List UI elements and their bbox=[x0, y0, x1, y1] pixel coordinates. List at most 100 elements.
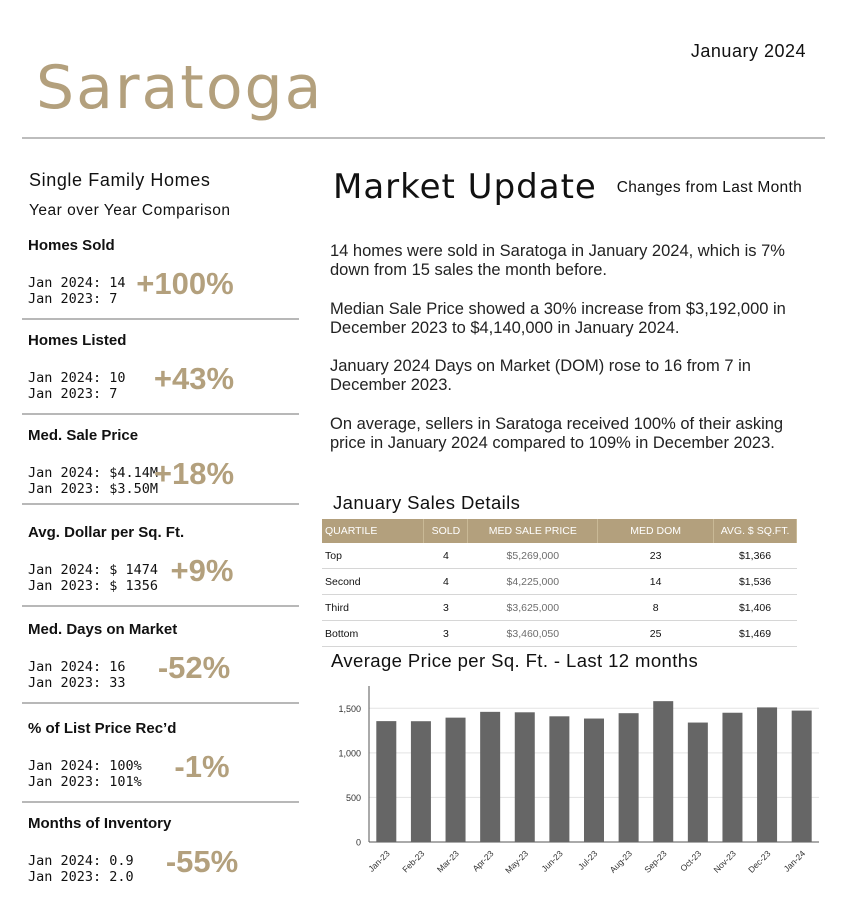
bar bbox=[653, 701, 674, 842]
stat-change-percent: +18% bbox=[153, 456, 235, 491]
table-row: Bottom 3 $3,460,050 25 $1,469 bbox=[322, 620, 797, 647]
stat-change-percent: -1% bbox=[174, 749, 230, 784]
bar bbox=[584, 718, 604, 842]
table-cell: 4 bbox=[423, 543, 468, 569]
stat-title: Med. Days on Market bbox=[28, 621, 178, 638]
y-tick-label: 1,000 bbox=[338, 748, 361, 758]
table-cell: $5,269,000 bbox=[467, 543, 598, 569]
bar bbox=[618, 713, 639, 842]
table-cell: $1,536 bbox=[713, 568, 797, 595]
report-date: January 2024 bbox=[690, 41, 806, 61]
table-cell: 8 bbox=[597, 594, 714, 621]
x-tick-label: Oct-23 bbox=[678, 848, 703, 873]
paragraph-median-price: Median Sale Price showed a 30% increase … bbox=[330, 300, 786, 337]
stat-change-percent: -52% bbox=[157, 650, 231, 685]
sales-details-title: January Sales Details bbox=[333, 492, 521, 513]
table-header-cell: SOLD bbox=[423, 519, 469, 543]
stat-title: % of List Price Rec’d bbox=[28, 720, 177, 737]
stat-title: Homes Sold bbox=[28, 237, 115, 254]
bar bbox=[722, 712, 743, 842]
x-tick-label: Jan-24 bbox=[782, 848, 808, 874]
chart-title: Average Price per Sq. Ft. - Last 12 mont… bbox=[331, 650, 699, 671]
table-cell: 23 bbox=[597, 543, 714, 569]
stat-title: Med. Sale Price bbox=[28, 427, 139, 444]
bar bbox=[445, 717, 466, 842]
x-tick-label: Jan-23 bbox=[366, 848, 392, 874]
table-header-cell: QUARTILE bbox=[322, 519, 425, 543]
property-type: Single Family Homes bbox=[29, 170, 211, 190]
table-cell: 3 bbox=[423, 620, 468, 647]
table-cell: Top bbox=[322, 543, 424, 569]
comparison-label: Year over Year Comparison bbox=[29, 202, 231, 219]
stat-previous-year: Jan 2023: 33 bbox=[28, 675, 126, 691]
table-cell: Bottom bbox=[322, 620, 424, 647]
stat-title: Months of Inventory bbox=[28, 815, 172, 832]
header-divider bbox=[22, 137, 825, 139]
paragraph-dom: January 2024 Days on Market (DOM) rose t… bbox=[330, 357, 751, 394]
table-cell: 3 bbox=[423, 594, 468, 621]
bar bbox=[376, 721, 397, 842]
bar bbox=[791, 710, 812, 842]
stat-change-percent: +43% bbox=[153, 361, 235, 396]
stat-title: Homes Listed bbox=[28, 332, 127, 349]
x-tick-label: Mar-23 bbox=[435, 848, 461, 874]
x-tick-label: Aug-23 bbox=[608, 848, 635, 875]
x-tick-label: Feb-23 bbox=[400, 848, 426, 874]
y-tick-label: 1,500 bbox=[338, 704, 361, 714]
stat-divider bbox=[22, 318, 299, 320]
table-cell: 14 bbox=[597, 568, 714, 595]
table-cell: $4,225,000 bbox=[467, 568, 598, 595]
bar bbox=[757, 707, 778, 842]
table-cell: 25 bbox=[597, 620, 714, 647]
x-tick-label: Sep-23 bbox=[642, 848, 669, 875]
y-tick-label: 0 bbox=[356, 838, 361, 848]
stat-current-year: Jan 2024: $ 1474 bbox=[28, 562, 159, 578]
stat-current-year: Jan 2024: $4.14M bbox=[28, 465, 159, 481]
paragraph-list-price: On average, sellers in Saratoga received… bbox=[330, 415, 784, 452]
table-row: Top 4 $5,269,000 23 $1,366 bbox=[322, 543, 797, 569]
bar bbox=[687, 722, 708, 842]
table-header-cell: MED SALE PRICE bbox=[467, 519, 599, 543]
paragraph-homes-sold: 14 homes were sold in Saratoga in Januar… bbox=[330, 242, 785, 279]
table-row: Second 4 $4,225,000 14 $1,536 bbox=[322, 568, 797, 595]
stat-previous-year: Jan 2023: $3.50M bbox=[28, 481, 159, 497]
stat-change-percent: +100% bbox=[136, 266, 234, 301]
changes-subtitle: Changes from Last Month bbox=[616, 179, 802, 196]
stat-change-percent: -55% bbox=[165, 844, 239, 879]
sales-details-table: QUARTILE SOLD MED SALE PRICE MED DOM AVG. $ … bbox=[322, 519, 797, 647]
x-tick-label: Apr-23 bbox=[470, 848, 495, 873]
x-tick-label: May-23 bbox=[503, 848, 530, 875]
stat-divider bbox=[22, 801, 299, 803]
stat-divider bbox=[22, 605, 299, 607]
table-row: Third 3 $3,625,000 8 $1,406 bbox=[322, 594, 797, 621]
bar bbox=[480, 711, 501, 842]
table-cell: Third bbox=[322, 594, 424, 621]
city-title: Saratoga bbox=[36, 53, 324, 123]
stat-divider bbox=[22, 702, 299, 704]
table-cell: $1,469 bbox=[713, 620, 797, 647]
x-tick-label: Nov-23 bbox=[711, 848, 738, 875]
table-cell: 4 bbox=[423, 568, 468, 595]
stat-current-year: Jan 2024: 10 bbox=[28, 370, 126, 386]
y-tick-label: 500 bbox=[346, 793, 361, 803]
table-cell: Second bbox=[322, 568, 424, 595]
stat-current-year: Jan 2024: 0.9 bbox=[28, 853, 134, 869]
bar bbox=[514, 712, 535, 842]
stat-previous-year: Jan 2023: 7 bbox=[28, 291, 118, 307]
x-tick-label: Jun-23 bbox=[539, 848, 565, 874]
stat-previous-year: Jan 2023: 2.0 bbox=[28, 869, 134, 885]
stat-current-year: Jan 2024: 100% bbox=[28, 758, 142, 774]
table-header-cell: MED DOM bbox=[597, 519, 715, 543]
stat-title: Avg. Dollar per Sq. Ft. bbox=[28, 524, 185, 541]
stat-previous-year: Jan 2023: 101% bbox=[28, 774, 142, 790]
x-tick-label: Jul-23 bbox=[576, 848, 600, 872]
stat-previous-year: Jan 2023: $ 1356 bbox=[28, 578, 159, 594]
market-update-title: Market Update bbox=[333, 167, 597, 207]
table-cell: $1,366 bbox=[713, 543, 797, 569]
stat-previous-year: Jan 2023: 7 bbox=[28, 386, 118, 402]
table-cell: $1,406 bbox=[713, 594, 797, 621]
stat-divider bbox=[22, 413, 299, 415]
bar bbox=[410, 721, 431, 842]
stat-change-percent: +9% bbox=[170, 553, 234, 588]
table-cell: $3,625,000 bbox=[467, 594, 598, 621]
